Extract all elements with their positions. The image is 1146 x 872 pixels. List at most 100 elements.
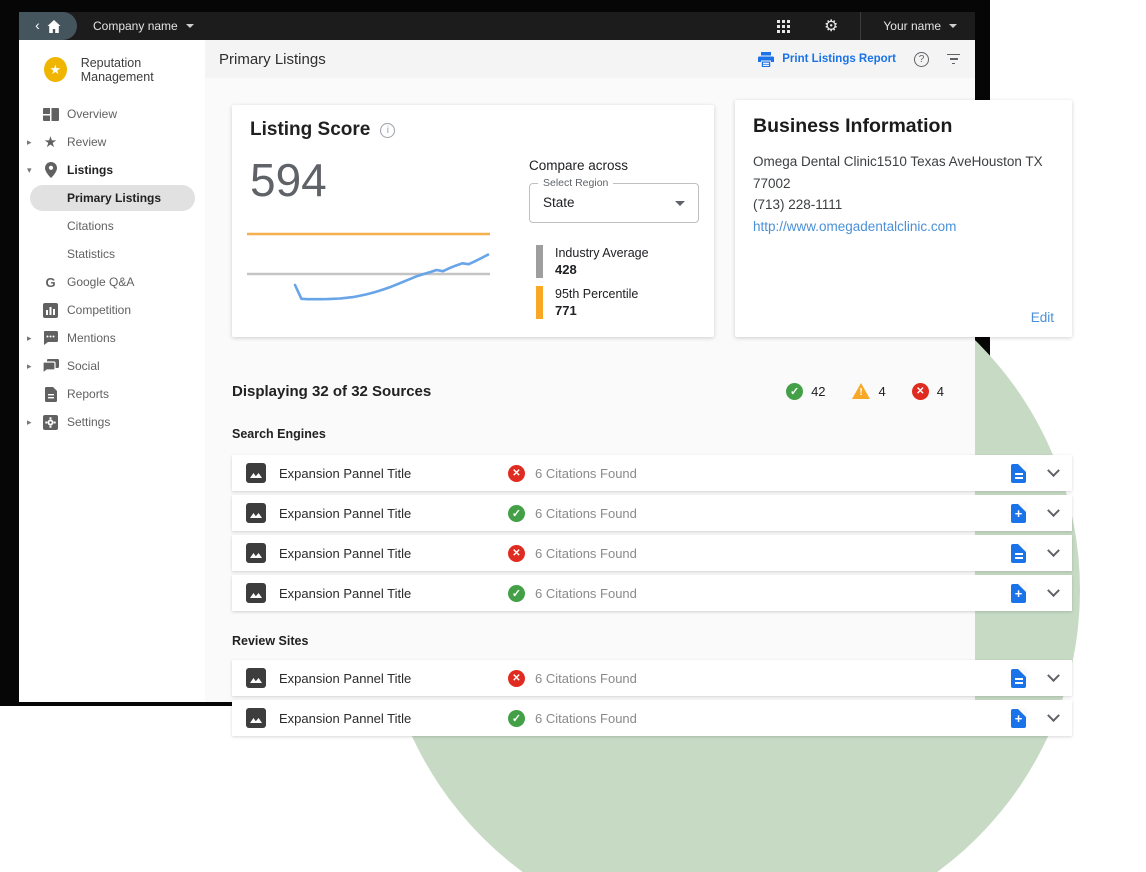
overview-icon [42, 107, 59, 121]
document-add-icon[interactable] [1011, 502, 1027, 523]
document-lines-icon[interactable] [1011, 667, 1027, 688]
sidebar: ★ Reputation Management Overview ▸ ★ Rev… [19, 40, 205, 702]
business-website-link[interactable]: http://www.omegadentalclinic.com [753, 218, 957, 234]
select-region-value: State [543, 195, 575, 210]
chevron-down-icon [185, 24, 194, 28]
expand-right-icon[interactable]: ▸ [27, 136, 32, 147]
chevron-down-icon [675, 201, 685, 206]
image-thumb-icon [246, 463, 266, 483]
sidebar-item-google-qa[interactable]: G Google Q&A [19, 268, 205, 296]
info-icon[interactable]: i [380, 122, 396, 138]
image-thumb-icon [246, 503, 266, 523]
sidebar-item-listings[interactable]: ▾ Listings [27, 162, 114, 178]
chevron-down-icon[interactable] [1047, 708, 1060, 722]
legend-95th-percentile: 95th Percentile 771 [536, 286, 638, 319]
listing-score-card: Listing Score i 594 Compare across Selec… [232, 105, 714, 337]
apps-grid-icon[interactable] [777, 19, 790, 33]
printer-icon [758, 51, 775, 67]
star-icon: ★ [43, 134, 58, 151]
error-count-badge: 4 [911, 383, 944, 400]
forum-bubbles-icon [42, 359, 59, 373]
back-icon[interactable]: ‹ [35, 17, 40, 33]
chevron-down-icon[interactable] [1047, 668, 1060, 682]
sidebar-item-settings[interactable]: ▸ Settings [27, 414, 111, 430]
settings-gear-icon [42, 414, 59, 430]
user-name-label: Your name [883, 19, 941, 33]
chevron-down-icon[interactable] [1047, 503, 1060, 517]
chevron-down-icon [949, 24, 957, 28]
sidebar-item-reports[interactable]: Reports [19, 380, 205, 408]
select-region-dropdown[interactable]: Select Region State [529, 177, 699, 223]
topbar-actions: ⚙ Your name [777, 12, 975, 40]
listing-score-value: 594 [250, 154, 327, 206]
compare-across-label: Compare across [529, 158, 629, 173]
section-review-sites: Review Sites [232, 634, 309, 648]
expansion-panel[interactable]: Expansion Pannel Title 6 Citations Found [232, 660, 1072, 696]
home-button[interactable]: ‹ [19, 12, 77, 40]
listing-score-title: Listing Score [250, 119, 371, 140]
company-menu[interactable]: Company name [93, 19, 194, 33]
document-add-icon[interactable] [1011, 707, 1027, 728]
home-icon [47, 19, 61, 33]
chevron-down-icon[interactable] [1047, 463, 1060, 477]
sources-summary-title: Displaying 32 of 32 Sources [232, 383, 432, 400]
print-listings-report-button[interactable]: Print Listings Report [758, 51, 896, 67]
user-menu[interactable]: Your name [861, 19, 975, 33]
sidebar-item-review[interactable]: ▸ ★ Review [27, 134, 107, 151]
sidebar-item-overview[interactable]: Overview [19, 100, 205, 128]
sidebar-item-citations[interactable]: Citations [67, 219, 114, 233]
company-name-label: Company name [93, 19, 178, 33]
brand-star-icon: ★ [44, 57, 67, 82]
chevron-down-icon[interactable] [1047, 583, 1060, 597]
error-circle-icon [508, 669, 525, 687]
sidebar-item-social[interactable]: ▸ Social [27, 359, 100, 373]
document-add-icon[interactable] [1011, 582, 1027, 603]
score-trend-line [293, 253, 490, 301]
document-lines-icon[interactable] [1011, 462, 1027, 483]
warn-count-badge: 4 [851, 383, 886, 400]
business-info-card: Business Information Omega Dental Clinic… [735, 100, 1072, 337]
document-icon [42, 386, 59, 402]
image-thumb-icon [246, 583, 266, 603]
check-circle-icon [508, 709, 525, 727]
expand-down-icon[interactable]: ▾ [27, 164, 32, 175]
listing-score-chart [247, 232, 490, 301]
check-circle-icon [508, 504, 525, 522]
chat-bubble-icon [42, 331, 59, 345]
bar-chart-icon [42, 302, 59, 318]
select-region-label: Select Region [538, 177, 614, 189]
image-thumb-icon [246, 708, 266, 728]
sidebar-item-primary-listings[interactable]: Primary Listings [19, 184, 205, 212]
expansion-panel[interactable]: Expansion Pannel Title 6 Citations Found [232, 495, 1072, 531]
edit-button[interactable]: Edit [1030, 310, 1054, 325]
legend-industry-average: Industry Average 428 [536, 245, 649, 278]
expand-right-icon[interactable]: ▸ [27, 416, 32, 427]
sidebar-item-statistics[interactable]: Statistics [67, 247, 116, 261]
expand-right-icon[interactable]: ▸ [27, 332, 32, 343]
gear-icon[interactable]: ⚙ [824, 18, 839, 35]
sidebar-item-mentions[interactable]: ▸ Mentions [27, 331, 116, 345]
expand-right-icon[interactable]: ▸ [27, 360, 32, 371]
filter-icon[interactable] [947, 53, 960, 65]
expansion-panel[interactable]: Expansion Pannel Title 6 Citations Found [232, 455, 1072, 491]
topbar-divider [860, 12, 862, 40]
topbar: ‹ Company name ⚙ Your name [19, 12, 975, 40]
business-phone: (713) 228-1111 [753, 197, 843, 213]
expansion-panel[interactable]: Expansion Pannel Title 6 Citations Found [232, 700, 1072, 736]
legend-swatch [536, 245, 543, 278]
sidebar-item-competition[interactable]: Competition [19, 296, 205, 324]
chevron-down-icon[interactable] [1047, 543, 1060, 557]
app-window: ‹ Company name ⚙ Your name ★ [19, 12, 1072, 736]
help-icon[interactable]: ? [914, 51, 929, 67]
print-label: Print Listings Report [782, 53, 896, 65]
google-g-icon: G [45, 274, 56, 290]
expansion-panel[interactable]: Expansion Pannel Title 6 Citations Found [232, 575, 1072, 611]
expansion-panel[interactable]: Expansion Pannel Title 6 Citations Found [232, 535, 1072, 571]
document-lines-icon[interactable] [1011, 542, 1027, 563]
error-circle-icon [911, 383, 929, 400]
image-thumb-icon [246, 543, 266, 563]
section-search-engines: Search Engines [232, 427, 326, 441]
error-circle-icon [508, 464, 525, 482]
page-header: Primary Listings Print Listings Report ? [205, 40, 975, 78]
